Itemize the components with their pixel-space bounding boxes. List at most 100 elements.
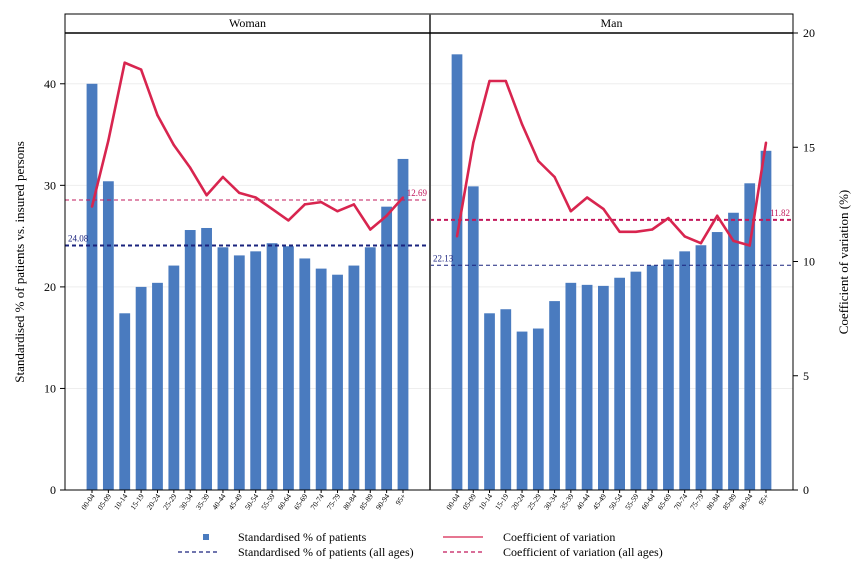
- cv-point: [369, 228, 372, 231]
- panel-woman: 24.08 12.69 00-0405-0910-1415-1920-2425-29…: [64, 13, 431, 512]
- x-tick-label: 60-64: [276, 492, 294, 512]
- x-tick-label: 85-89: [357, 492, 375, 512]
- panel-man: 22.13 11.82 00-0405-0910-1415-1920-2425-29…: [429, 13, 794, 512]
- cv-point: [618, 230, 621, 233]
- x-tick-label: 95+: [757, 492, 771, 507]
- bar: [532, 328, 544, 490]
- bar: [135, 286, 147, 490]
- x-tick-label: 40-44: [210, 492, 228, 512]
- x-tick-label: 65-69: [292, 492, 310, 512]
- bar: [397, 158, 409, 490]
- cv-point: [748, 244, 751, 247]
- cv-point: [352, 203, 356, 206]
- bar: [646, 265, 658, 490]
- y-tick-left-label: 30: [44, 178, 56, 192]
- x-tick-label: 20-24: [509, 492, 527, 512]
- bar: [332, 274, 343, 490]
- x-tick-label: 00-04: [79, 492, 97, 512]
- bar: [630, 271, 642, 490]
- cv-point: [336, 210, 339, 213]
- avg-cv-label: 12.69: [407, 188, 428, 198]
- cv-point: [472, 141, 475, 144]
- cv-point: [585, 196, 589, 199]
- y-tick-left-label: 10: [44, 381, 56, 395]
- avg-pct-label: 24.08: [68, 233, 89, 243]
- legend-label: Coefficient of variation: [503, 530, 615, 544]
- cv-point: [699, 242, 703, 245]
- legend-item-avg-pct: Standardised % of patients (all ages): [178, 545, 414, 559]
- x-tick-label: 05-09: [460, 492, 478, 512]
- bar: [348, 265, 360, 490]
- bar: [484, 313, 495, 490]
- cv-point: [764, 141, 768, 144]
- x-tick-label: 25-29: [526, 492, 544, 512]
- bar: [728, 212, 739, 490]
- cv-point: [553, 175, 556, 179]
- legend: Standardised % of patients Coefficient of…: [178, 530, 663, 559]
- x-tick-label: 55-59: [623, 492, 641, 512]
- cv-point: [90, 205, 94, 208]
- x-tick-label: 75-79: [325, 492, 343, 512]
- cv-point: [107, 139, 110, 142]
- x-tick-label: 35-39: [194, 492, 212, 512]
- bar: [201, 227, 212, 490]
- x-tick-label: 70-74: [308, 492, 326, 512]
- avg-cv-label: 11.82: [770, 208, 790, 218]
- x-tick-label: 90-94: [374, 492, 392, 512]
- legend-item-cv: Coefficient of variation: [443, 530, 615, 544]
- x-tick-label: 80-84: [341, 492, 359, 512]
- cv-point: [504, 79, 507, 83]
- x-tick-label: 55-59: [259, 492, 277, 512]
- x-tick-label: 80-84: [704, 492, 722, 512]
- bar: [86, 83, 98, 491]
- y-tick-right-label: 0: [803, 483, 809, 497]
- cv-point: [156, 114, 159, 117]
- x-tick-label: 05-09: [96, 492, 114, 512]
- bar: [598, 285, 609, 490]
- axes: 0 10 20 30 40 0 5 10 15 20: [44, 14, 815, 497]
- cv-line: [90, 61, 404, 231]
- legend-item-avg-cv: Coefficient of variation (all ages): [443, 545, 663, 559]
- cv-point: [238, 191, 241, 195]
- x-tick-label: 70-74: [672, 492, 690, 512]
- bar: [760, 150, 772, 490]
- bar: [695, 245, 707, 490]
- cv-point: [569, 210, 573, 213]
- cv-point: [650, 228, 654, 231]
- bar: [549, 301, 560, 490]
- cv-point: [488, 79, 491, 83]
- bar: [500, 309, 512, 490]
- bar: [381, 206, 393, 490]
- x-tick-label: 95+: [394, 492, 408, 507]
- bar: [250, 251, 262, 490]
- bar: [744, 183, 756, 490]
- bar: [119, 313, 131, 490]
- bar: [168, 265, 180, 490]
- y-tick-right-label: 10: [803, 255, 815, 269]
- bar: [152, 282, 163, 490]
- y-tick-right-label: 15: [803, 140, 815, 154]
- x-tick-label: 15-19: [128, 492, 146, 512]
- x-tick-label: 75-79: [688, 492, 706, 512]
- legend-label: Standardised % of patients (all ages): [238, 545, 414, 559]
- cv-point: [221, 175, 225, 179]
- bar: [565, 282, 577, 490]
- bar: [364, 247, 376, 490]
- legend-label: Coefficient of variation (all ages): [503, 545, 663, 559]
- bar: [516, 331, 528, 490]
- y-tick-left-label: 20: [44, 280, 56, 294]
- bar: [283, 246, 294, 490]
- cv-point: [455, 235, 459, 238]
- cv-point: [634, 230, 638, 233]
- cv-point: [123, 61, 126, 64]
- y-tick-left-label: 0: [50, 483, 56, 497]
- cv-point: [319, 200, 323, 204]
- bar: [184, 230, 196, 491]
- cv-point: [254, 196, 257, 199]
- bar: [451, 54, 463, 491]
- x-tick-label: 00-04: [444, 492, 462, 512]
- legend-label: Standardised % of patients: [238, 530, 367, 544]
- cv-point: [683, 235, 686, 238]
- avg-pct-label: 22.13: [433, 253, 454, 263]
